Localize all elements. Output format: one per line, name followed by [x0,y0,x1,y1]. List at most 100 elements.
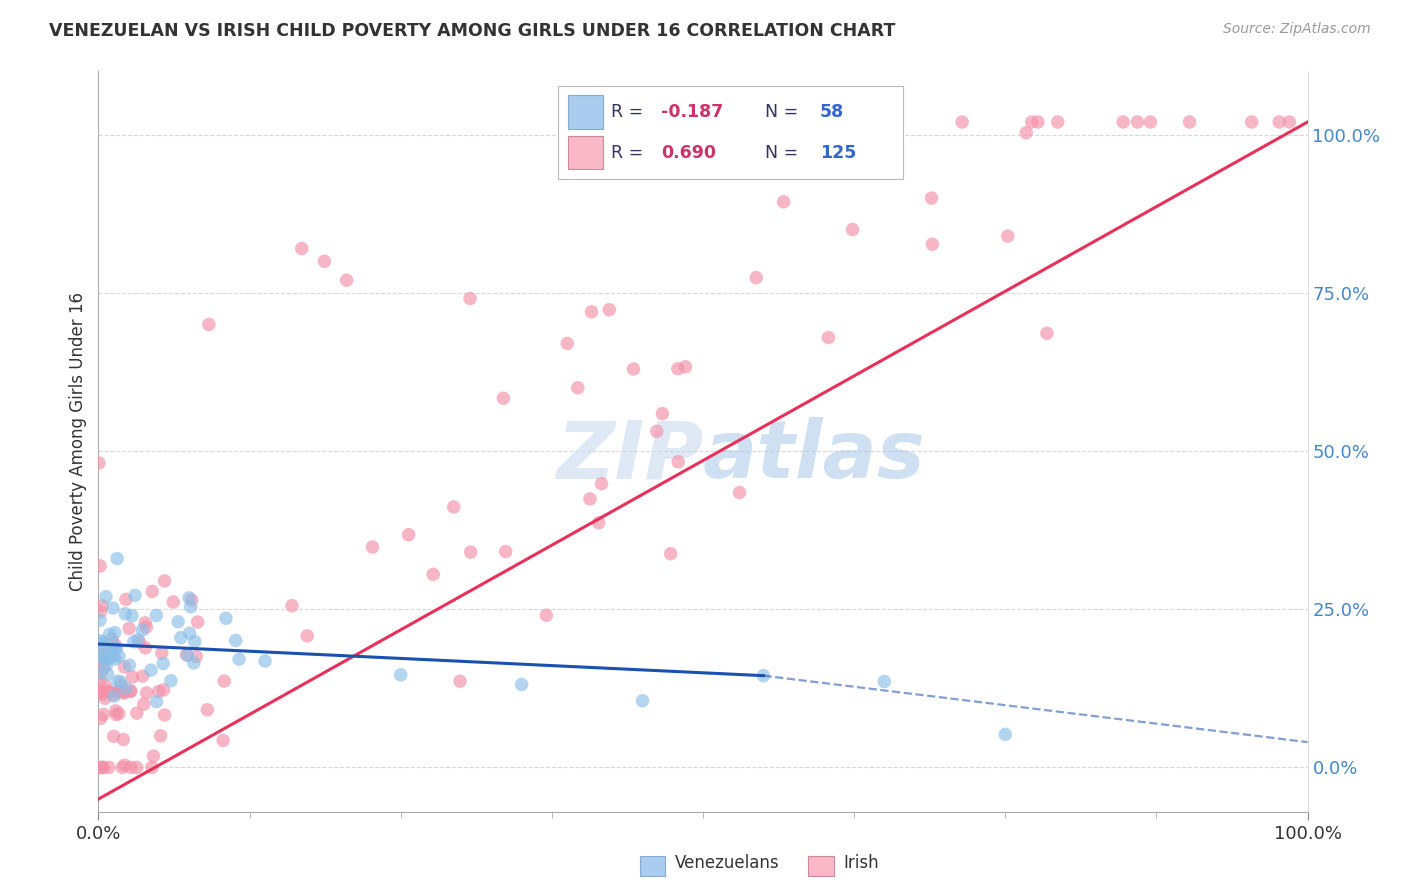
Point [89,684,111,698]
Point [772,194,794,209]
Point [91,687,114,701]
Point [1015,126,1038,140]
Point [105,641,128,656]
Point [1240,115,1263,129]
Point [120,684,142,698]
Point [135,686,157,700]
Point [921,237,943,252]
Point [98,684,121,698]
Point [94,590,117,604]
Point [89,633,111,648]
Point [187,615,209,629]
Point [112,686,135,700]
Point [105,551,128,566]
Point [142,749,165,764]
Point [567,381,589,395]
Point [115,681,138,695]
Point [177,591,200,605]
Point [212,733,235,747]
Text: Irish: Irish [844,855,879,872]
Text: ZIP: ZIP [555,417,703,495]
Point [145,695,167,709]
Point [212,674,235,689]
Point [107,674,129,689]
Point [1126,115,1149,129]
Point [128,635,150,649]
Point [98,648,121,663]
Point [98,643,121,657]
Point [89,684,111,698]
Point [152,657,174,671]
Point [103,689,125,703]
Point [91,599,114,613]
Point [108,706,131,721]
Point [94,678,117,692]
Point [115,592,138,607]
Point [108,649,131,664]
Point [460,545,482,559]
Point [135,620,157,634]
Point [98,646,121,660]
Point [112,684,135,698]
Point [666,455,689,469]
Point [254,654,277,668]
Text: VENEZUELAN VS IRISH CHILD POVERTY AMONG GIRLS UNDER 16 CORRELATION CHART: VENEZUELAN VS IRISH CHILD POVERTY AMONG … [49,22,896,40]
Point [96,658,118,673]
Point [121,608,143,623]
Point [1046,115,1069,129]
Point [817,330,839,344]
Point [361,540,384,554]
Point [114,607,136,621]
Point [97,760,120,774]
Point [89,559,111,574]
Point [94,651,117,665]
Point [141,760,163,774]
Point [162,595,184,609]
Point [510,677,533,691]
Point [675,359,697,374]
Point [122,634,145,648]
Point [195,703,218,717]
Point [997,229,1019,244]
Point [823,115,845,129]
Point [94,691,117,706]
Point [398,527,420,541]
Point [93,660,115,674]
Point [121,670,143,684]
Point [666,361,689,376]
Point [623,362,645,376]
Point [994,727,1017,741]
Point [112,732,135,747]
Point [91,760,114,774]
Point [1178,115,1201,129]
Y-axis label: Child Poverty Among Girls Under 16: Child Poverty Among Girls Under 16 [69,292,87,591]
Point [131,623,153,637]
Point [90,650,112,665]
Point [631,694,654,708]
Point [184,634,207,648]
Point [1139,115,1161,129]
Point [89,675,111,690]
Point [198,318,221,332]
Point [581,305,603,319]
Point [118,622,141,636]
Point [651,407,673,421]
Point [104,641,127,656]
Point [645,425,668,439]
Point [103,649,125,664]
Point [101,637,124,651]
Point [297,629,319,643]
Point [104,638,127,652]
Point [124,588,146,602]
Point [87,665,110,680]
Point [93,707,115,722]
Point [96,667,118,681]
Point [1026,115,1049,129]
Point [89,760,111,774]
Point [90,605,112,619]
Point [104,625,127,640]
Point [336,273,359,287]
Point [492,391,515,405]
Point [125,760,148,774]
Point [389,668,412,682]
